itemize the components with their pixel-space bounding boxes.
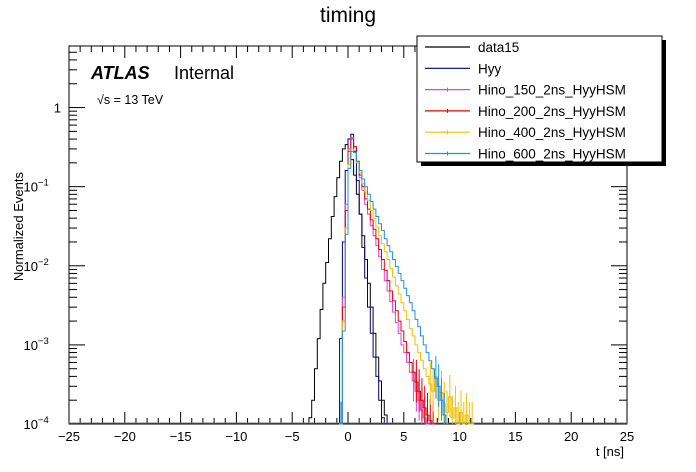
y-axis-label: Normalized Events [11,172,26,282]
y-tick-label: 10 [24,338,38,353]
x-tick-label: 5 [400,429,407,444]
y-tick-label-exponent: −4 [38,415,49,426]
chart-title: timing [320,4,376,27]
x-tick-label: −15 [170,429,192,444]
energy-label: √s = 13 TeV [97,93,164,107]
x-tick-label: 15 [508,429,522,444]
internal-label: Internal [174,63,234,83]
series-line [339,136,430,425]
series-line [339,133,385,423]
y-tick-label: 1 [54,101,61,116]
series-line [308,144,391,425]
legend-label: Hyy [478,61,501,76]
x-tick-label: −25 [58,429,80,444]
legend-entry: data15 [425,40,519,55]
legend-entry: Hino_400_2ns_HyyHSM [425,125,626,140]
legend-entry: Hino_600_2ns_HyyHSM [425,147,626,162]
y-tick-label: 10 [24,259,38,274]
legend-label: Hino_200_2ns_HyyHSM [478,104,626,119]
y-tick-label-exponent: −3 [38,336,49,347]
axis-ticks [68,45,628,425]
legend-entry: Hino_150_2ns_HyyHSM [425,83,626,98]
atlas-label: ATLAS [90,63,150,83]
legend-box [416,35,663,163]
legend: data15 Hyy Hino_150_2ns_HyyHSM Hino_200_2ns… [416,35,666,166]
legend-entry: Hino_200_2ns_HyyHSM [425,104,626,119]
series-line [339,150,447,425]
x-axis-label: t [ns] [596,444,624,459]
y-tick-labels: 10 −410 −310 −210 −11 [24,101,61,432]
legend-label: data15 [478,40,519,55]
x-tick-label: −10 [225,429,247,444]
legend-label: Hino_150_2ns_HyyHSM [478,83,626,98]
legend-label: Hino_600_2ns_HyyHSM [478,147,626,162]
series-layer [69,133,627,425]
y-tick-label: 10 [24,180,38,195]
series-Hino_600_2ns_HyyHSM [69,150,627,425]
legend-label: Hino_400_2ns_HyyHSM [478,125,626,140]
x-tick-label: 10 [452,429,466,444]
x-tick-label: −5 [285,429,300,444]
y-tick-label-exponent: −1 [38,178,49,189]
legend-entry: Hyy [425,61,501,76]
x-tick-labels: −25 −20 −15 −10 −5 0 5 10 15 20 25 [58,429,634,444]
x-tick-label: 0 [344,429,351,444]
x-tick-label: −20 [114,429,136,444]
y-tick-label: 10 [24,417,38,432]
x-tick-label: 20 [564,429,578,444]
y-tick-label-exponent: −2 [38,257,49,268]
x-tick-label: 25 [620,429,634,444]
